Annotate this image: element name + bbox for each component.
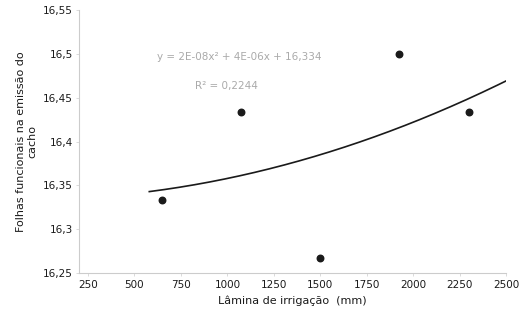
Text: y = 2E-08x² + 4E-06x + 16,334: y = 2E-08x² + 4E-06x + 16,334 — [157, 52, 321, 62]
Point — [465, 110, 474, 115]
Y-axis label: Folhas funcionais na emissão do
cacho: Folhas funcionais na emissão do cacho — [16, 51, 38, 232]
X-axis label: Lâmina de irrigação  (mm): Lâmina de irrigação (mm) — [218, 296, 367, 306]
Point — [237, 110, 246, 115]
Point — [395, 51, 404, 56]
Point — [316, 256, 324, 261]
Text: R² = 0,2244: R² = 0,2244 — [195, 81, 258, 91]
Point — [158, 198, 166, 203]
